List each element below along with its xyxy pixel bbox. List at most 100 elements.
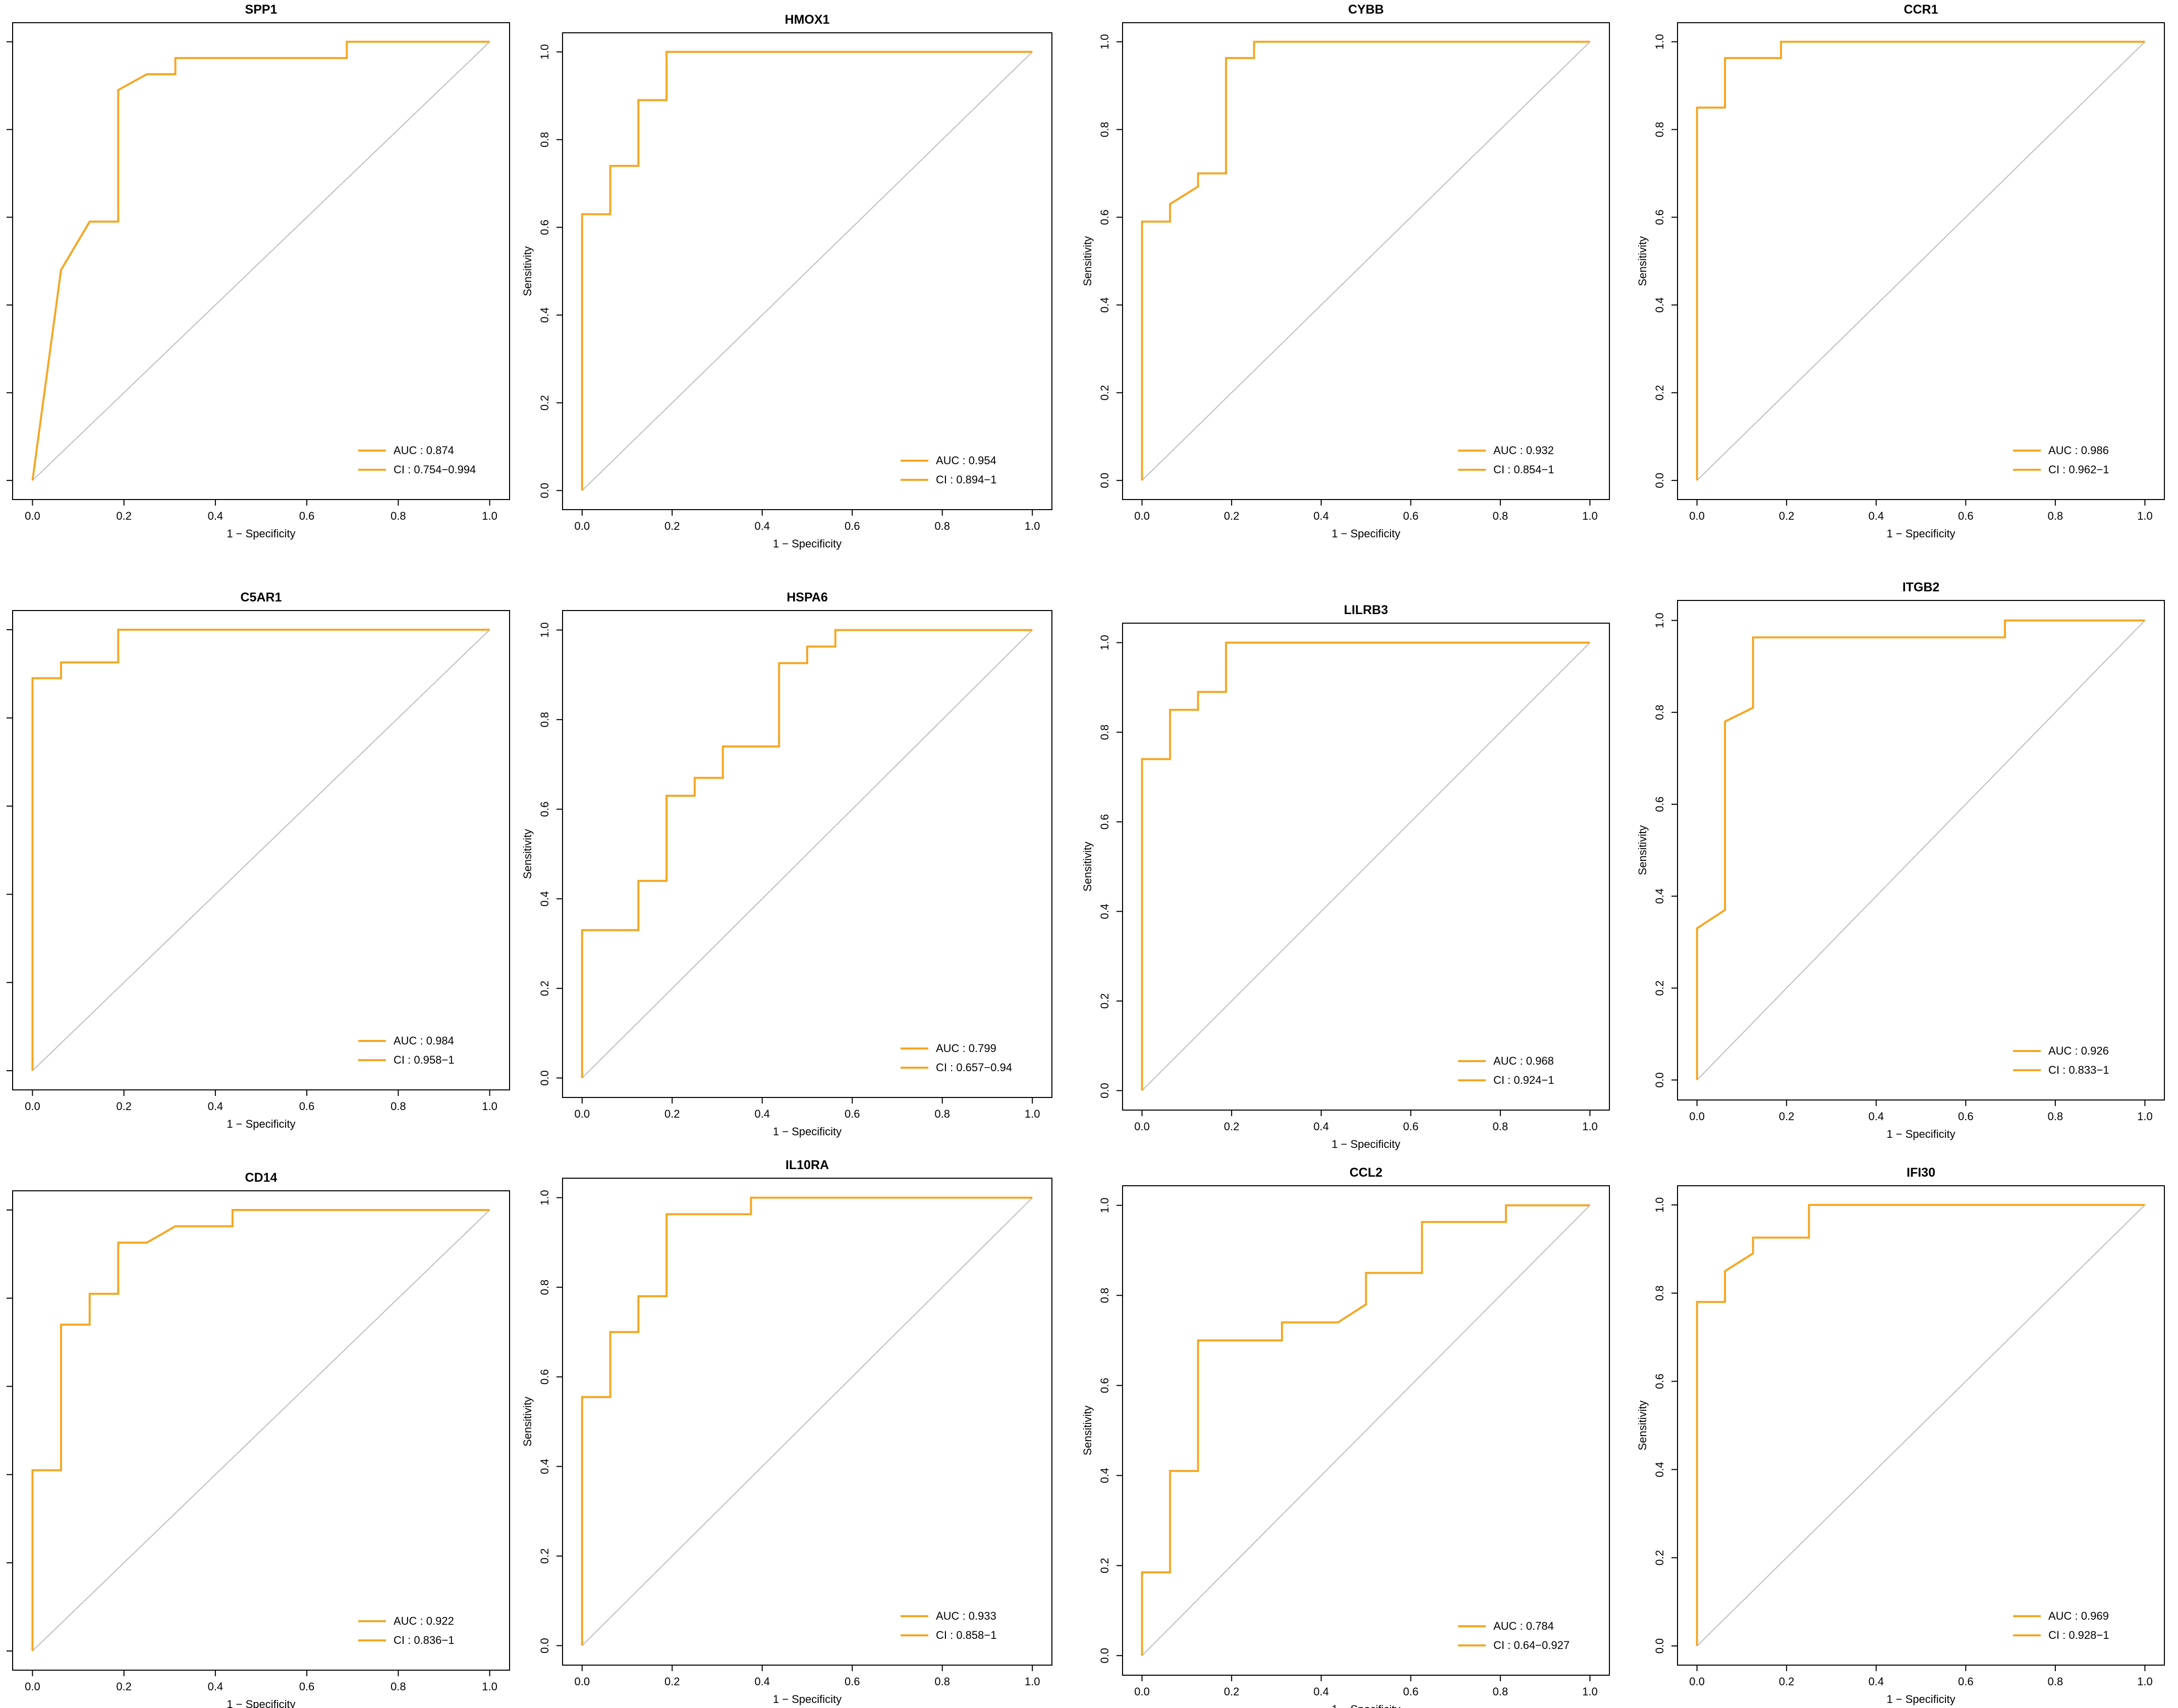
x-tick-label: 0.8 <box>1493 1120 1509 1133</box>
x-tick-label: 0.6 <box>1958 1675 1974 1688</box>
y-tick-label: 0.4 <box>1098 904 1111 919</box>
y-tick-label: 0.4 <box>1098 297 1111 313</box>
y-tick-label: 0.2 <box>538 981 551 997</box>
x-tick-label: 0.4 <box>1868 1110 1884 1123</box>
y-tick-label: 0.4 <box>0 1467 1 1482</box>
y-tick-label: 0.2 <box>1098 994 1111 1009</box>
x-tick-label: 0.8 <box>2048 1110 2063 1123</box>
y-tick-label: 1.0 <box>1653 34 1666 50</box>
x-tick-label: 0.2 <box>664 1108 680 1120</box>
legend-auc-text: AUC : 0.969 <box>2048 1610 2109 1622</box>
panel-title: IFI30 <box>1907 1166 1935 1180</box>
y-tick-label: 1.0 <box>1653 1197 1666 1213</box>
legend-ci-text: CI : 0.754−0.994 <box>394 463 476 476</box>
roc-curve-line <box>1696 619 2145 1080</box>
x-tick-label: 0.0 <box>1134 1685 1150 1698</box>
y-tick-label: 0.4 <box>538 1459 551 1474</box>
x-axis-label: 1 − Specificity <box>773 1125 842 1138</box>
legend-ci-text: CI : 0.928−1 <box>2048 1629 2109 1641</box>
roc-curve-line <box>1141 1204 1590 1656</box>
x-tick-label: 0.2 <box>1779 510 1795 522</box>
x-tick-label: 0.4 <box>754 1108 770 1120</box>
diagonal-reference-line <box>1141 41 1591 481</box>
legend-ci-text: CI : 0.836−1 <box>394 1634 454 1646</box>
y-tick-label: 0.8 <box>0 122 1 137</box>
x-tick-label: 0.6 <box>845 1675 860 1688</box>
x-tick-label: 0.2 <box>1779 1675 1795 1688</box>
y-tick-label: 0.6 <box>538 801 551 817</box>
y-tick-label: 0.0 <box>538 1070 551 1086</box>
y-axis-label: Sensitivity <box>1081 236 1094 286</box>
x-tick-label: 1.0 <box>1025 520 1040 532</box>
x-tick-label: 0.2 <box>664 520 680 532</box>
legend-ci-text: CI : 0.64−0.927 <box>1493 1639 1570 1651</box>
roc-panel-itgb2: ITGB2 0.0 0.2 0.4 0.6 0.8 1.0 0.0 0.2 0.4 0.6 0.8 1.… <box>1636 580 2165 1140</box>
y-tick-label: 0.2 <box>0 975 1 990</box>
diagonal-reference-line <box>1696 41 2146 481</box>
x-tick-label: 0.4 <box>754 1675 770 1688</box>
y-tick-label: 0.8 <box>538 712 551 728</box>
x-tick-label: 0.2 <box>1224 1685 1240 1698</box>
y-tick-label: 0.6 <box>1653 209 1666 225</box>
x-tick-label: 0.8 <box>934 1108 950 1120</box>
roc-panel-cybb: CYBB 0.0 0.2 0.4 0.6 0.8 1.0 0.0 0.2 0.4 0.6 0.8 1.0… <box>1081 3 1610 540</box>
y-tick-label: 0.6 <box>1653 797 1666 812</box>
panel-title: LILRB3 <box>1344 603 1388 617</box>
y-axis-label: Sensitivity <box>1636 1400 1649 1450</box>
roc-curve-line <box>581 1196 1033 1646</box>
diagonal-reference-line <box>32 41 490 481</box>
roc-panel-lilrb3: LILRB3 0.0 0.2 0.4 0.6 0.8 1.0 0.0 0.2 0.4 0.6 0.8 1… <box>1081 603 1610 1150</box>
legend-auc-text: AUC : 0.968 <box>1493 1055 1554 1067</box>
y-tick-label: 0.2 <box>1653 1550 1666 1566</box>
y-tick-label: 0.0 <box>0 1643 1 1659</box>
x-axis-label: 1 − Specificity <box>227 1118 295 1130</box>
x-tick-label: 1.0 <box>1025 1108 1040 1120</box>
y-tick-label: 0.2 <box>1098 385 1111 401</box>
roc-curve-line <box>581 629 1033 1078</box>
plot-frame <box>12 610 510 1090</box>
x-tick-label: 1.0 <box>1582 1685 1598 1698</box>
y-axis-label: Sensitivity <box>1636 825 1649 875</box>
y-tick-label: 0.6 <box>538 219 551 235</box>
legend-ci-text: CI : 0.894−1 <box>936 473 996 486</box>
y-tick-label: 0.8 <box>1653 704 1666 720</box>
x-tick-label: 0.4 <box>1313 1685 1329 1698</box>
x-tick-label: 0.6 <box>1403 1120 1419 1133</box>
plot-frame <box>1677 22 2165 500</box>
diagonal-reference-line <box>582 629 1033 1079</box>
y-tick-label: 0.0 <box>0 1063 1 1079</box>
x-tick-label: 0.2 <box>1779 1110 1795 1123</box>
x-tick-label: 0.8 <box>1493 510 1509 522</box>
y-tick-label: 1.0 <box>1653 613 1666 628</box>
legend-ci-text: CI : 0.833−1 <box>2048 1064 2109 1076</box>
diagonal-reference-line <box>32 629 490 1071</box>
roc-curve-line <box>31 629 490 1071</box>
legend-ci-text: CI : 0.958−1 <box>394 1054 454 1066</box>
y-tick-label: 0.6 <box>0 798 1 814</box>
x-tick-label: 1.0 <box>482 510 497 522</box>
y-axis-label: Sensitivity <box>1081 1405 1094 1455</box>
y-tick-label: 1.0 <box>0 1202 1 1218</box>
x-tick-label: 0.0 <box>1689 510 1705 522</box>
x-axis-label: 1 − Specificity <box>227 1698 295 1708</box>
y-tick-label: 1.0 <box>1098 34 1111 50</box>
panel-title: CCR1 <box>1904 3 1938 17</box>
x-tick-label: 0.6 <box>299 1680 315 1693</box>
y-axis-label: Sensitivity <box>1081 842 1094 892</box>
x-tick-label: 0.0 <box>1689 1110 1705 1123</box>
roc-curve-line <box>31 1209 490 1651</box>
roc-panel-cd14: CD14 0.0 0.2 0.4 0.6 0.8 1.0 0.0 0.2 0.4 0.6 0.8 1.0… <box>0 1171 510 1708</box>
y-tick-label: 0.8 <box>1098 1288 1111 1303</box>
plot-frame <box>1677 600 2165 1100</box>
y-tick-label: 0.2 <box>538 1549 551 1564</box>
y-axis-label: Sensitivity <box>521 829 534 879</box>
diagonal-reference-line <box>582 51 1033 491</box>
legend-auc-text: AUC : 0.984 <box>394 1034 454 1047</box>
panel-title: C5AR1 <box>241 590 282 604</box>
y-tick-label: 1.0 <box>538 622 551 638</box>
y-tick-label: 1.0 <box>538 1190 551 1205</box>
y-tick-label: 1.0 <box>1098 635 1111 650</box>
legend-auc-text: AUC : 0.799 <box>936 1042 996 1055</box>
x-tick-label: 0.8 <box>934 520 950 532</box>
x-tick-label: 0.2 <box>664 1675 680 1688</box>
